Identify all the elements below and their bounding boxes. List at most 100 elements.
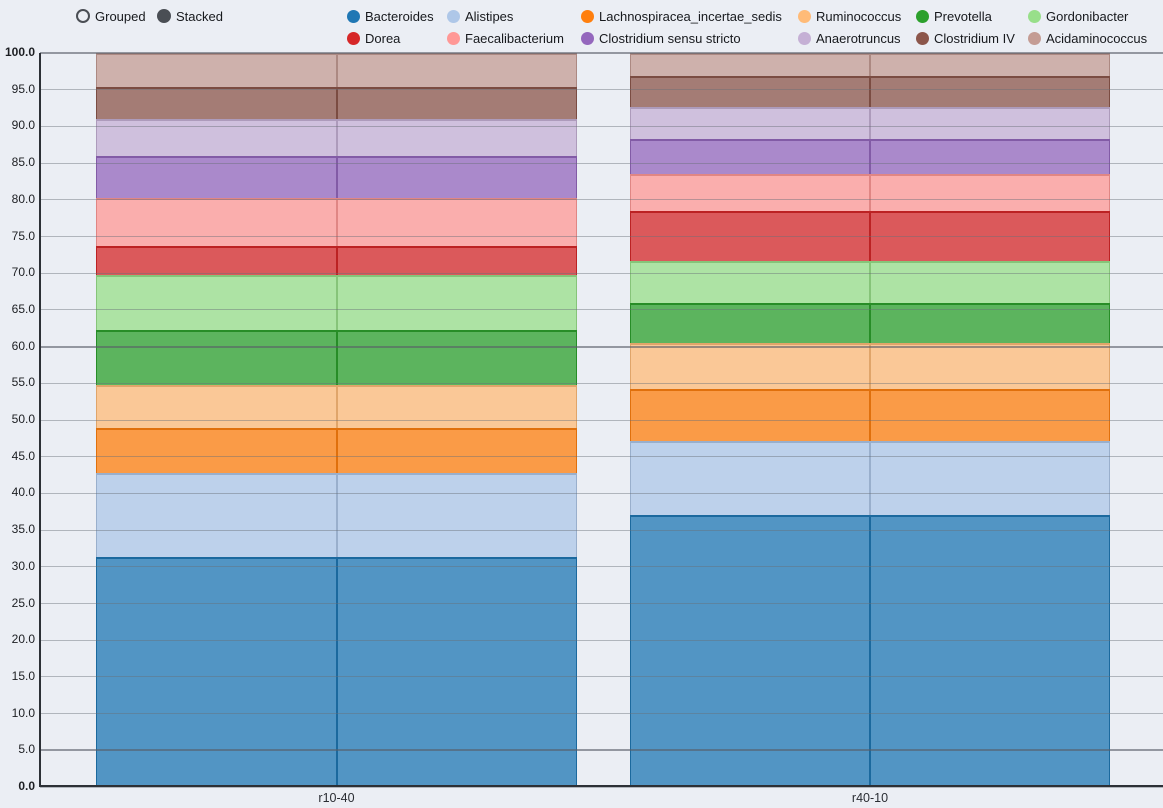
legend-item-ruminococcus[interactable]: Ruminococcus [798,9,901,24]
bar-segment-lachnospiracea-incertae-sedis-r40-10[interactable] [870,389,1110,441]
bar-segment-dorea-r40-10[interactable] [870,210,1110,261]
gridline-35 [40,529,1163,531]
bar-segment-faecalibacterium-r10-40[interactable] [336,198,577,247]
legend-label-clostridium-iv: Clostridium IV [934,31,1015,46]
bar-segment-ruminococcus-r40-10[interactable] [630,342,870,390]
bar-segment-clostridium-sensu-stricto-r10-40[interactable] [336,155,577,199]
legend-label-faecalibacterium: Faecalibacterium [465,31,564,46]
y-tick-label-75.0: 75.0 [11,228,35,243]
gridline-100 [40,52,1163,54]
radio-unselected-icon [76,9,90,23]
bar-segment-prevotella-r40-10[interactable] [630,302,870,343]
bar-segment-ruminococcus-r40-10[interactable] [870,342,1110,390]
bar-segment-gordonibacter-r10-40[interactable] [96,275,337,330]
legend-item-gordonibacter[interactable]: Gordonibacter [1028,9,1128,24]
bar-segment-faecalibacterium-r10-40[interactable] [96,198,337,247]
bar-segment-gordonibacter-r10-40[interactable] [336,275,577,330]
bar-segment-alistipes-r40-10[interactable] [870,440,1110,515]
gridline-90 [40,125,1163,127]
bar-segment-faecalibacterium-r40-10[interactable] [870,174,1110,211]
bar-segment-anaerotruncus-r10-40[interactable] [96,119,337,156]
y-tick-label-65.0: 65.0 [11,301,35,316]
bar-segment-prevotella-r10-40[interactable] [96,329,337,385]
legend-item-lachnospiracea-incertae-sedis[interactable]: Lachnospiracea_incertae_sedis [581,9,782,24]
plot-area [40,52,1163,788]
legend-label-bacteroides: Bacteroides [365,9,434,24]
legend-item-clostridium-sensu-stricto[interactable]: Clostridium sensu stricto [581,31,741,46]
legend-label-alistipes: Alistipes [465,9,514,24]
y-tick-label-0.0: 0.0 [18,779,35,793]
bar-segment-gordonibacter-r40-10[interactable] [630,260,870,303]
bar-segment-clostridium-sensu-stricto-r40-10[interactable] [630,138,870,175]
bar-segment-bacteroides-r40-10[interactable] [630,514,870,787]
bar-segment-gordonibacter-r40-10[interactable] [870,260,1110,303]
stacked-radio-label: Stacked [176,8,223,24]
bar-segment-bacteroides-r40-10[interactable] [870,514,1110,787]
y-tick-label-85.0: 85.0 [11,155,35,170]
bar-segment-anaerotruncus-r10-40[interactable] [336,119,577,156]
x-tick-label-r40-10: r40-10 [851,791,889,805]
legend-item-prevotella[interactable]: Prevotella [916,9,992,24]
grouped-radio[interactable]: Grouped [76,8,146,24]
legend-label-dorea: Dorea [365,31,401,46]
bar-segment-lachnospiracea-incertae-sedis-r10-40[interactable] [336,428,577,473]
legend-item-alistipes[interactable]: Alistipes [447,9,513,24]
y-tick-label-90.0: 90.0 [11,118,35,133]
legend-item-dorea[interactable]: Dorea [347,31,400,46]
bar-segment-ruminococcus-r10-40[interactable] [96,384,337,429]
legend-item-bacteroides[interactable]: Bacteroides [347,9,434,24]
bar-segment-acidaminococcus-r10-40[interactable] [336,53,577,88]
stacked-radio[interactable]: Stacked [157,8,223,24]
bar-segment-prevotella-r40-10[interactable] [870,302,1110,343]
bar-segment-dorea-r10-40[interactable] [336,246,577,276]
bar-segment-faecalibacterium-r40-10[interactable] [630,174,870,211]
legend-swatch-alistipes [447,10,460,23]
bar-segment-dorea-r40-10[interactable] [630,210,870,261]
bar-segment-clostridium-sensu-stricto-r10-40[interactable] [96,155,337,199]
x-tick-label-r10-40: r10-40 [318,791,355,805]
y-tick-label-20.0: 20.0 [11,632,35,647]
bar-segment-acidaminococcus-r40-10[interactable] [630,53,870,77]
gridline-55 [40,382,1163,384]
legend-item-acidaminococcus[interactable]: Acidaminococcus [1028,31,1147,46]
gridline-20 [40,639,1163,641]
bar-segment-alistipes-r40-10[interactable] [630,440,870,515]
legend-swatch-clostridium-sensu-stricto [581,32,594,45]
y-tick-label-40.0: 40.0 [11,485,35,500]
bar-segment-clostridium-iv-r10-40[interactable] [336,87,577,120]
y-tick-label-60.0: 60.0 [11,338,35,353]
bar-segment-dorea-r10-40[interactable] [96,246,337,276]
bar-segment-alistipes-r10-40[interactable] [336,472,577,558]
bar-segment-bacteroides-r10-40[interactable] [96,557,337,787]
bar-segment-prevotella-r10-40[interactable] [336,329,577,385]
y-tick-label-70.0: 70.0 [11,265,35,280]
bar-segment-acidaminococcus-r40-10[interactable] [870,53,1110,77]
y-tick-label-55.0: 55.0 [11,375,35,390]
legend-item-anaerotruncus[interactable]: Anaerotruncus [798,31,901,46]
x-axis-line [39,785,1163,787]
bar-segment-ruminococcus-r10-40[interactable] [336,384,577,429]
bar-segment-clostridium-iv-r40-10[interactable] [870,76,1110,108]
legend-item-clostridium-iv[interactable]: Clostridium IV [916,31,1015,46]
bar-segment-clostridium-sensu-stricto-r40-10[interactable] [870,138,1110,175]
gridline-95 [40,89,1163,91]
bar-segment-acidaminococcus-r10-40[interactable] [96,53,337,88]
gridline-70 [40,272,1163,274]
bar-segment-clostridium-iv-r40-10[interactable] [630,76,870,108]
legend-item-faecalibacterium[interactable]: Faecalibacterium [447,31,564,46]
bar-segment-lachnospiracea-incertae-sedis-r40-10[interactable] [630,389,870,441]
bar-segment-alistipes-r10-40[interactable] [96,472,337,558]
legend-label-anaerotruncus: Anaerotruncus [816,31,901,46]
legend-swatch-anaerotruncus [798,32,811,45]
y-tick-label-5.0: 5.0 [18,742,35,757]
legend-swatch-clostridium-iv [916,32,929,45]
legend-swatch-faecalibacterium [447,32,460,45]
legend-swatch-ruminococcus [798,10,811,23]
legend-swatch-bacteroides [347,10,360,23]
bar-segment-lachnospiracea-incertae-sedis-r10-40[interactable] [96,428,337,473]
bar-segment-bacteroides-r10-40[interactable] [336,557,577,787]
legend-swatch-dorea [347,32,360,45]
bar-segment-anaerotruncus-r40-10[interactable] [870,107,1110,139]
bar-segment-anaerotruncus-r40-10[interactable] [630,107,870,139]
bar-segment-clostridium-iv-r10-40[interactable] [96,87,337,120]
